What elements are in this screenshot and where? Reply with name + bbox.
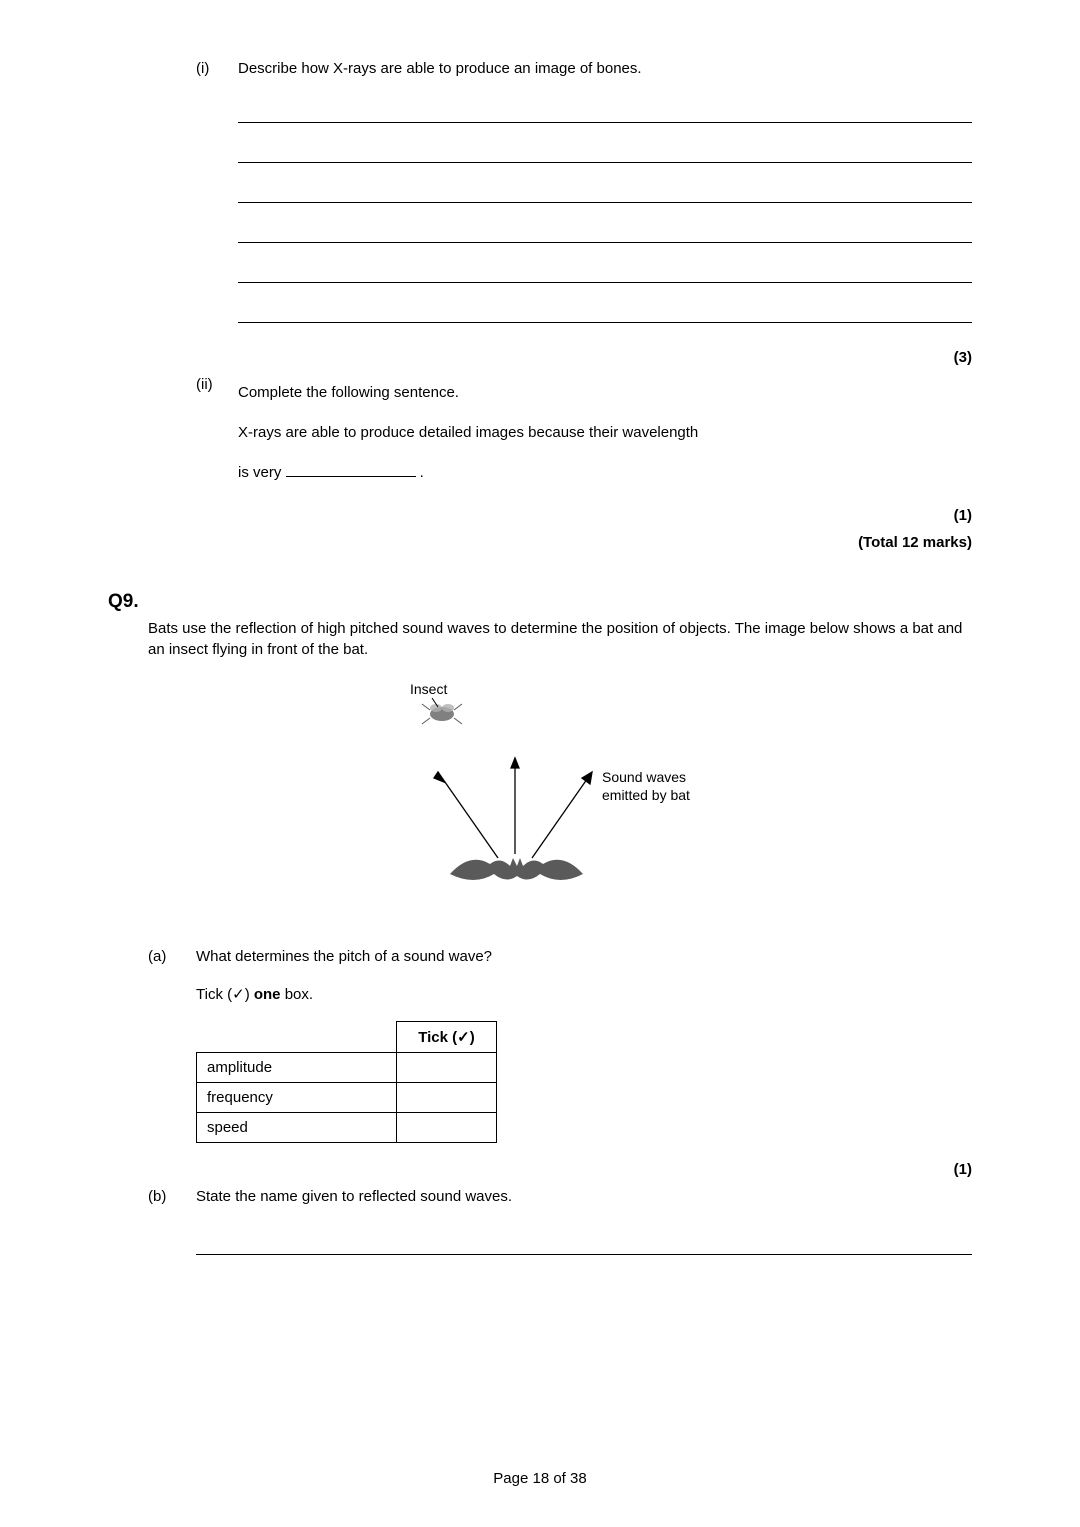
option-cell: amplitude [197,1052,397,1082]
q9-diagram-wrap: Insect Sound waves emitted by bat [108,674,972,918]
tick-cell[interactable] [397,1052,497,1082]
answer-line[interactable] [238,303,972,323]
part-text-b: State the name given to reflected sound … [196,1188,972,1205]
table-row: amplitude [197,1052,497,1082]
part-label-b: (b) [148,1188,196,1255]
answer-lines-i [238,103,972,323]
sub-text-i: Describe how X-rays are able to produce … [238,60,972,77]
marks-a: (1) [108,1161,972,1178]
part-content-a: What determines the pitch of a sound wav… [196,948,972,1153]
sub-sentence1-ii: X-rays are able to produce detailed imag… [238,422,972,444]
option-cell: speed [197,1112,397,1142]
sub-content-i: Describe how X-rays are able to produce … [238,60,972,343]
tick-cell[interactable] [397,1082,497,1112]
tick-table: Tick (✓) amplitude frequency speed [196,1021,497,1143]
table-row: frequency [197,1082,497,1112]
part-content-b: State the name given to reflected sound … [196,1188,972,1255]
sub-sentence2-ii: is very . [238,462,972,484]
tick-post2: box. [281,986,314,1003]
bat-icon [450,858,583,880]
insect-label: Insect [410,681,447,697]
bat-diagram-svg: Insect Sound waves emitted by bat [380,674,700,914]
tick-instruction: Tick (✓) one box. [196,985,972,1003]
marks-i: (3) [108,349,972,366]
tick-one: one [254,986,281,1003]
part-text-a: What determines the pitch of a sound wav… [196,948,972,965]
sub-part-i: (i) Describe how X-rays are able to prod… [196,60,972,343]
answer-line[interactable] [196,1235,972,1255]
marks-ii: (1) [108,507,972,524]
sub-label-i: (i) [196,60,238,343]
sentence2-pre: is very [238,464,286,481]
tick-cell[interactable] [397,1112,497,1142]
page-container: (i) Describe how X-rays are able to prod… [0,0,1080,1527]
sub-content-ii: Complete the following sentence. X-rays … [238,376,972,501]
table-row: speed [197,1112,497,1142]
part-b: (b) State the name given to reflected so… [148,1188,972,1255]
tick-symbol: ✓ [232,986,245,1003]
part-label-a: (a) [148,948,196,1153]
answer-line[interactable] [238,263,972,283]
option-cell: frequency [197,1082,397,1112]
sound-wave-arrows [434,758,592,858]
sub-part-ii: (ii) Complete the following sentence. X-… [196,376,972,501]
insect-icon [422,704,462,724]
answer-line[interactable] [238,103,972,123]
sub-label-ii: (ii) [196,376,238,501]
total-marks: (Total 12 marks) [108,534,972,551]
tick-post: ) [245,986,254,1003]
table-blank-cell [197,1021,397,1052]
q9-diagram: Insect Sound waves emitted by bat [380,674,700,914]
sentence2-post: . [416,464,424,481]
waves-label-1: Sound waves [602,769,686,785]
part-a: (a) What determines the pitch of a sound… [148,948,972,1153]
page-footer: Page 18 of 38 [0,1470,1080,1487]
fill-blank[interactable] [286,476,416,477]
answer-line[interactable] [238,223,972,243]
tick-pre: Tick ( [196,986,232,1003]
waves-label-2: emitted by bat [602,787,690,803]
sub-intro-ii: Complete the following sentence. [238,382,972,404]
q9-header: Q9. [108,591,972,613]
table-row: Tick (✓) [197,1021,497,1052]
answer-line[interactable] [238,143,972,163]
answer-line[interactable] [238,183,972,203]
q9-intro: Bats use the reflection of high pitched … [148,619,972,660]
table-header-tick: Tick (✓) [397,1021,497,1052]
